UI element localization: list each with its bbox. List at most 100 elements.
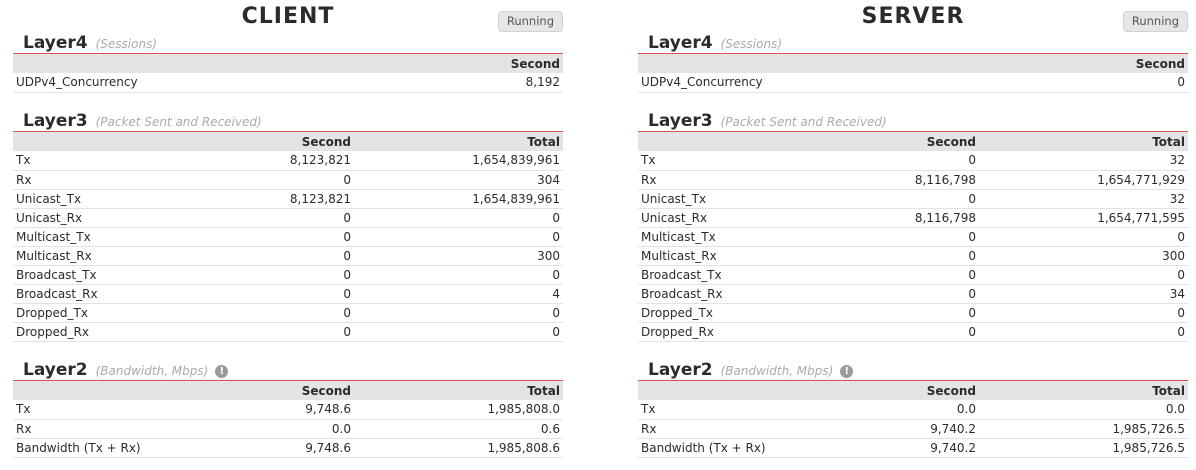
section-title: Layer3 <box>648 111 713 131</box>
row-name: Unicast_Tx <box>638 189 852 209</box>
table-row: Broadcast_Tx 0 0 <box>638 265 1188 285</box>
row-name: Unicast_Rx <box>13 208 227 228</box>
column-header-second: Second <box>852 132 979 151</box>
row-name: Dropped_Tx <box>638 303 852 323</box>
row-second: 0.0 <box>852 400 979 420</box>
row-name: Dropped_Rx <box>638 322 852 342</box>
table-row: Bandwidth (Tx + Rx) 9,740.2 1,985,726.5 <box>638 438 1188 458</box>
section-subtitle: (Packet Sent and Received) <box>720 115 887 129</box>
row-total: 0 <box>354 227 563 247</box>
row-second: 0 <box>227 227 354 247</box>
table-header-row: Second Total <box>13 132 563 151</box>
table-row: Rx 0 304 <box>13 170 563 190</box>
table-row: Dropped_Rx 0 0 <box>13 322 563 342</box>
section-title: Layer2 <box>23 360 88 380</box>
column-header-name <box>638 54 852 73</box>
table-row: UDPv4_Concurrency 8,192 <box>13 73 563 93</box>
section-title: Layer4 <box>23 33 88 53</box>
row-total: 0 <box>979 227 1188 247</box>
info-icon[interactable]: ! <box>840 365 854 378</box>
column-header-second: Second <box>852 54 1188 73</box>
layer3-table: Second Total Tx 8,123,821 1,654,839,961 Rx… <box>13 132 563 342</box>
row-total: 1,654,839,961 <box>354 189 563 209</box>
row-name: Broadcast_Tx <box>638 265 852 285</box>
section-header: Layer2 (Bandwidth, Mbps)! <box>13 360 563 381</box>
row-total: 0 <box>979 322 1188 342</box>
row-name: Dropped_Tx <box>13 303 227 323</box>
row-second: 9,748.6 <box>227 400 354 420</box>
row-name: UDPv4_Concurrency <box>13 73 227 93</box>
row-second: 0 <box>852 284 979 304</box>
row-total: 4 <box>354 284 563 304</box>
row-total: 1,985,808.6 <box>354 438 563 458</box>
row-total: 1,654,771,595 <box>979 208 1188 228</box>
table-row: Unicast_Rx 8,116,798 1,654,771,595 <box>638 208 1188 228</box>
row-name: Rx <box>13 419 227 439</box>
table-row: Bandwidth (Tx + Rx) 9,748.6 1,985,808.6 <box>13 438 563 458</box>
section-header: Layer2 (Bandwidth, Mbps)! <box>638 360 1188 381</box>
row-second: 0 <box>852 322 979 342</box>
row-second: 0 <box>227 265 354 285</box>
column-header-name <box>13 54 227 73</box>
column-header-second: Second <box>227 381 354 400</box>
row-total: 34 <box>979 284 1188 304</box>
section-subtitle: (Bandwidth, Mbps) <box>95 364 209 378</box>
layer2-section: Layer2 (Bandwidth, Mbps)! Second Total Tx… <box>13 360 563 458</box>
column-header-second: Second <box>227 54 563 73</box>
column-header-name <box>638 132 852 151</box>
server-panel: SERVER Running Layer4 (Sessions) Second U… <box>638 0 1188 470</box>
row-second: 0 <box>852 227 979 247</box>
status-badge[interactable]: Running <box>497 11 563 32</box>
column-header-total: Total <box>979 381 1188 400</box>
row-total: 0.6 <box>354 419 563 439</box>
row-total: 32 <box>979 151 1188 171</box>
row-second: 0 <box>852 265 979 285</box>
row-name: Tx <box>13 151 227 171</box>
row-total: 0 <box>979 265 1188 285</box>
layer4-section: Layer4 (Sessions) Second UDPv4_Concurrenc… <box>13 33 563 93</box>
row-total: 0 <box>354 303 563 323</box>
row-name: Rx <box>638 170 852 190</box>
table-row: Tx 0.0 0.0 <box>638 400 1188 420</box>
row-second: 0 <box>227 322 354 342</box>
row-name: Unicast_Rx <box>638 208 852 228</box>
layer2-section: Layer2 (Bandwidth, Mbps)! Second Total Tx… <box>638 360 1188 458</box>
status-badge[interactable]: Running <box>1122 11 1188 32</box>
table-row: Broadcast_Tx 0 0 <box>13 265 563 285</box>
row-name: Dropped_Rx <box>13 322 227 342</box>
column-header-name <box>13 132 227 151</box>
row-second: 9,740.2 <box>852 438 979 458</box>
row-total: 0 <box>354 322 563 342</box>
row-total: 0 <box>354 265 563 285</box>
table-header-row: Second <box>13 54 563 73</box>
row-second: 0 <box>227 170 354 190</box>
table-row: Dropped_Tx 0 0 <box>13 303 563 323</box>
row-total: 1,985,808.0 <box>354 400 563 420</box>
table-row: Multicast_Rx 0 300 <box>13 246 563 266</box>
table-row: UDPv4_Concurrency 0 <box>638 73 1188 93</box>
row-name: Multicast_Rx <box>13 246 227 266</box>
row-second: 8,116,798 <box>852 170 979 190</box>
table-row: Multicast_Tx 0 0 <box>638 227 1188 247</box>
table-row: Unicast_Tx 0 32 <box>638 189 1188 209</box>
row-second: 8,123,821 <box>227 189 354 209</box>
row-total: 1,985,726.5 <box>979 438 1188 458</box>
column-header-total: Total <box>979 132 1188 151</box>
column-header-second: Second <box>852 381 979 400</box>
info-icon[interactable]: ! <box>215 365 229 378</box>
row-second: 8,192 <box>227 73 563 93</box>
column-header-total: Total <box>354 132 563 151</box>
section-header: Layer3 (Packet Sent and Received) <box>638 111 1188 132</box>
row-name: Multicast_Tx <box>13 227 227 247</box>
table-row: Broadcast_Rx 0 34 <box>638 284 1188 304</box>
section-title: Layer4 <box>648 33 713 53</box>
panel-title: SERVER <box>861 4 965 29</box>
section-subtitle: (Sessions) <box>95 37 158 51</box>
section-header: Layer3 (Packet Sent and Received) <box>13 111 563 132</box>
table-row: Multicast_Tx 0 0 <box>13 227 563 247</box>
table-row: Rx 0.0 0.6 <box>13 419 563 439</box>
row-second: 8,116,798 <box>852 208 979 228</box>
layer3-table: Second Total Tx 0 32 Rx 8,116,798 1,654,771,… <box>638 132 1188 342</box>
row-second: 0 <box>852 246 979 266</box>
table-row: Unicast_Rx 0 0 <box>13 208 563 228</box>
